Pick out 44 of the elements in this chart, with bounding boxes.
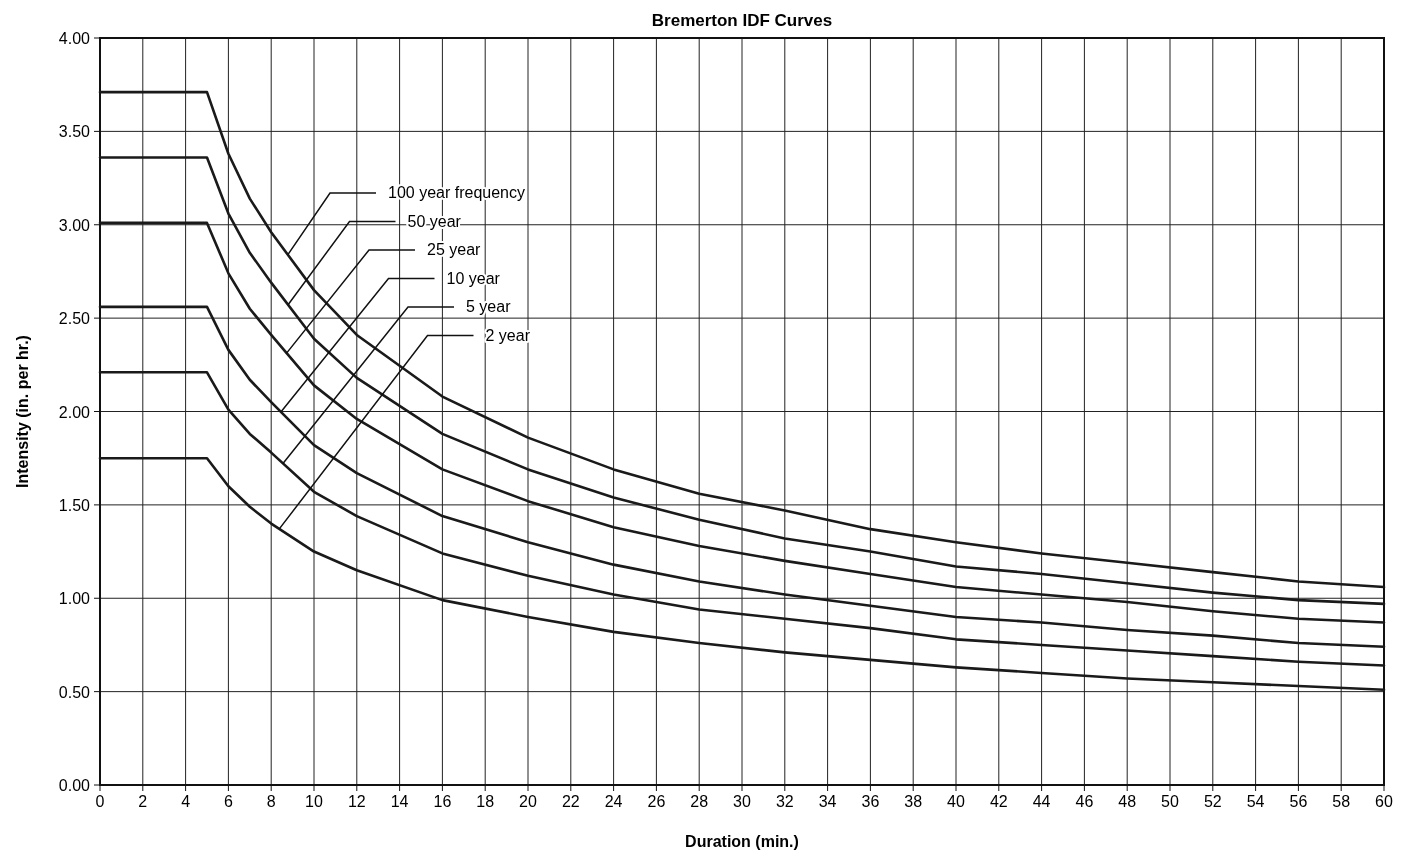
x-tick-label: 46 <box>1075 793 1094 810</box>
x-tick-label: 42 <box>989 793 1008 810</box>
y-tick-label: 0.50 <box>58 683 91 701</box>
y-tick-label: 1.00 <box>58 590 91 608</box>
y-tick-label: 4.00 <box>58 30 91 47</box>
x-tick-label: 56 <box>1289 793 1308 810</box>
x-tick-label: 18 <box>476 793 495 810</box>
x-axis-title: Duration (min.) <box>685 833 799 850</box>
x-tick-label: 36 <box>861 793 880 810</box>
annotation: 2 year <box>485 326 531 344</box>
x-tick-label: 34 <box>818 793 837 810</box>
y-tick-label: 2.50 <box>58 310 91 328</box>
x-tick-label: 60 <box>1375 793 1393 810</box>
x-tick-label: 22 <box>561 793 580 810</box>
chart-title: Bremerton IDF Curves <box>651 11 833 30</box>
x-tick-label: 2 <box>138 793 148 810</box>
x-tick-label: 44 <box>1032 793 1051 810</box>
x-tick-label: 10 <box>305 793 323 810</box>
y-tick-label: 0.00 <box>58 777 91 794</box>
x-tick-label: 0 <box>95 793 105 810</box>
y-tick-label: 3.50 <box>58 123 91 141</box>
x-tick-label: 4 <box>181 793 191 810</box>
y-tick-label: 3.00 <box>58 216 91 234</box>
x-tick-label: 8 <box>266 793 276 810</box>
x-tick-label: 26 <box>647 793 666 810</box>
y-tick-label: 1.50 <box>58 496 91 514</box>
x-tick-label: 12 <box>347 793 366 810</box>
x-tick-label: 40 <box>947 793 965 810</box>
x-tick-label: 52 <box>1203 793 1222 810</box>
x-tick-label: 32 <box>775 793 794 810</box>
x-tick-label: 30 <box>733 793 751 810</box>
x-tick-label: 16 <box>433 793 452 810</box>
x-tick-label: 14 <box>390 793 409 810</box>
x-tick-label: 24 <box>604 793 623 810</box>
x-tick-label: 6 <box>223 793 233 810</box>
x-tick-label: 54 <box>1246 793 1265 810</box>
x-tick-label: 48 <box>1118 793 1137 810</box>
x-tick-label: 38 <box>904 793 923 810</box>
y-tick-label: 2.00 <box>58 403 91 421</box>
x-tick-label: 28 <box>690 793 709 810</box>
y-axis-title: Intensity (in. per hr.) <box>14 335 31 488</box>
x-tick-label: 50 <box>1161 793 1179 810</box>
x-tick-label: 58 <box>1332 793 1351 810</box>
x-tick-label: 20 <box>519 793 537 810</box>
